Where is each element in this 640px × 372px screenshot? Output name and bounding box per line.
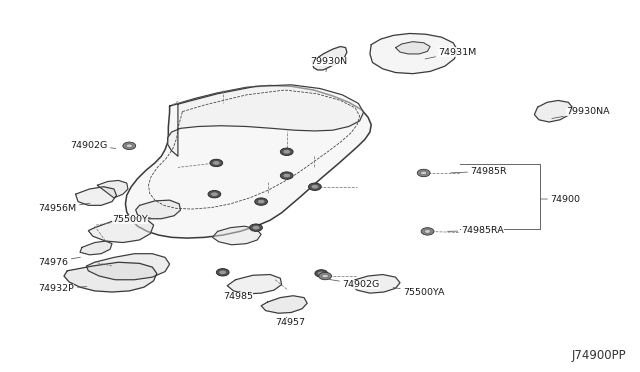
Polygon shape [312, 46, 347, 70]
Circle shape [280, 172, 293, 179]
Circle shape [123, 142, 136, 150]
Circle shape [283, 173, 291, 178]
Polygon shape [534, 100, 573, 122]
Text: 74985RA: 74985RA [447, 226, 504, 235]
Text: 79930N: 79930N [310, 57, 348, 72]
Circle shape [212, 161, 220, 165]
Circle shape [216, 269, 229, 276]
Text: 74932P: 74932P [38, 284, 87, 293]
Text: 74902G: 74902G [329, 279, 380, 289]
Polygon shape [212, 226, 261, 245]
Circle shape [250, 224, 262, 231]
Circle shape [208, 190, 221, 198]
Text: 74957: 74957 [275, 317, 305, 327]
Polygon shape [351, 275, 400, 293]
Polygon shape [396, 42, 430, 54]
Circle shape [308, 183, 321, 190]
Text: 74902G: 74902G [70, 141, 116, 150]
Circle shape [421, 228, 434, 235]
Circle shape [315, 270, 328, 277]
Polygon shape [261, 296, 307, 313]
Polygon shape [168, 85, 364, 156]
Text: 74976: 74976 [38, 257, 81, 267]
Circle shape [311, 185, 319, 189]
Polygon shape [227, 275, 282, 294]
Text: 79930NA: 79930NA [552, 107, 610, 119]
Polygon shape [64, 262, 157, 292]
Polygon shape [86, 254, 170, 280]
Text: J74900PP: J74900PP [572, 349, 626, 362]
Circle shape [424, 230, 431, 233]
Polygon shape [80, 241, 112, 255]
Text: 75500YA: 75500YA [393, 288, 445, 296]
Circle shape [280, 148, 293, 155]
Text: 74931M: 74931M [425, 48, 477, 59]
Polygon shape [136, 200, 180, 219]
Text: 75500Y: 75500Y [112, 215, 150, 224]
Circle shape [219, 270, 227, 275]
Text: 74985R: 74985R [451, 167, 507, 176]
Circle shape [322, 274, 328, 278]
Text: 74956M: 74956M [38, 203, 90, 213]
Circle shape [252, 225, 260, 230]
Polygon shape [125, 86, 371, 238]
Polygon shape [370, 33, 458, 74]
Polygon shape [97, 180, 128, 198]
Polygon shape [76, 187, 116, 205]
Text: 74985: 74985 [223, 291, 253, 301]
Circle shape [317, 271, 325, 276]
Circle shape [210, 159, 223, 167]
Circle shape [283, 150, 291, 154]
Circle shape [211, 192, 218, 196]
Polygon shape [88, 218, 154, 243]
Circle shape [420, 171, 427, 175]
Text: 74900: 74900 [540, 195, 580, 203]
Circle shape [257, 199, 265, 204]
Circle shape [319, 272, 332, 280]
Circle shape [255, 198, 268, 205]
Circle shape [126, 144, 132, 148]
Circle shape [417, 169, 430, 177]
